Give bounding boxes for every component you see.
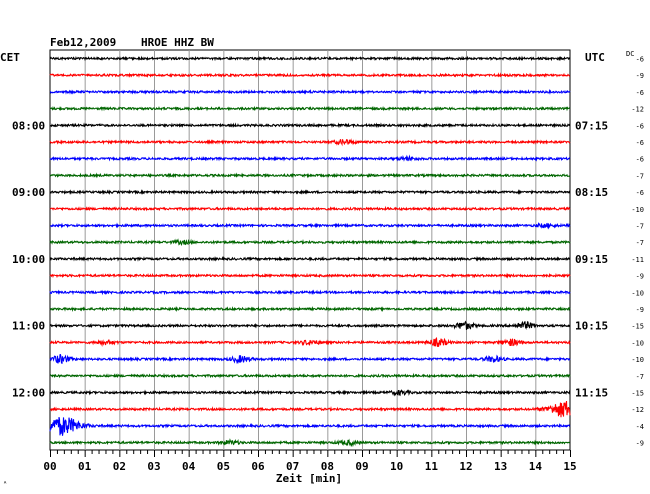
dc-offset-label: -6 <box>636 189 644 197</box>
x-tick-label: 03 <box>147 460 160 473</box>
dc-offset-label: -7 <box>636 172 644 180</box>
right-timezone-label: UTC <box>585 51 605 64</box>
dc-offset-label: -12 <box>631 106 644 114</box>
seismic-trace-2 <box>49 88 571 95</box>
dc-offset-label: -10 <box>631 206 644 214</box>
utc-hour-label: 10:15 <box>575 320 608 333</box>
x-axis-label: Zeit [min] <box>276 472 342 485</box>
seismic-trace-3 <box>49 105 571 112</box>
x-tick-label: 10 <box>390 460 403 473</box>
chart-station: HROE HHZ BW <box>141 36 214 49</box>
seismic-traces <box>49 55 571 448</box>
dc-offset-label: -6 <box>636 56 644 64</box>
dc-offset-label: -10 <box>631 289 644 297</box>
dc-offset-label: -10 <box>631 356 644 364</box>
dc-offset-label: -7 <box>636 373 644 381</box>
x-tick-label: 06 <box>251 460 265 473</box>
seismic-trace-19 <box>49 372 571 379</box>
seismic-trace-7 <box>49 172 571 179</box>
chart-date: Feb12,2009 <box>50 36 116 49</box>
dc-offset-label: -11 <box>631 256 644 264</box>
chart-frame <box>49 49 571 451</box>
seismic-trace-22 <box>49 416 571 436</box>
dc-offset-label: -10 <box>631 339 644 347</box>
utc-hour-labels: 07:15 08:15 09:15 10:15 11:15 <box>575 119 608 399</box>
cet-hour-label: 09:00 <box>12 186 45 199</box>
x-tick-label: 04 <box>182 460 196 473</box>
x-tick-label: 08 <box>321 460 334 473</box>
utc-hour-label: 08:15 <box>575 186 608 199</box>
seismic-trace-11 <box>49 238 571 246</box>
x-axis: 00 01 02 03 04 05 06 07 08 09 10 11 12 13 14 15 <box>43 450 577 473</box>
dc-header-label: DC <box>626 50 634 58</box>
x-tick-label: 13 <box>494 460 507 473</box>
cet-hour-label: 08:00 <box>12 119 45 132</box>
x-tick-label: 15 <box>563 460 576 473</box>
x-tick-label: 00 <box>43 460 56 473</box>
dc-offset-label: -7 <box>636 239 644 247</box>
dc-offset-label: -15 <box>631 323 644 331</box>
cet-hour-label: 12:00 <box>12 387 45 400</box>
seismic-trace-8 <box>49 189 571 196</box>
dc-offset-label: -6 <box>636 122 644 130</box>
x-tick-label: 07 <box>286 460 299 473</box>
x-tick-label: 01 <box>78 460 92 473</box>
dc-offset-label: -9 <box>636 72 644 80</box>
dc-offset-label: -4 <box>636 423 644 431</box>
dc-offset-label: -9 <box>636 273 644 281</box>
cet-hour-label: 11:00 <box>12 320 45 333</box>
dc-offset-label: -6 <box>636 156 644 164</box>
chart-grid <box>49 49 571 451</box>
dc-offset-label: -9 <box>636 306 644 314</box>
seismic-trace-23 <box>49 438 571 448</box>
dc-offset-labels: -6 -9 -6 -12 -6 -6 -6 -7 -6 -10 -7 -7 -11 -9 -10 -9 -15 -… <box>631 56 644 448</box>
seismic-trace-9 <box>49 205 571 212</box>
dc-offset-label: -6 <box>636 89 644 97</box>
seismic-trace-17 <box>49 336 571 347</box>
seismic-trace-21 <box>49 400 571 418</box>
left-timezone-label: CET <box>0 51 20 64</box>
x-tick-label: 09 <box>355 460 368 473</box>
seismic-trace-16 <box>49 320 571 330</box>
dc-offset-label: -9 <box>636 440 644 448</box>
x-tick-label: 12 <box>459 460 472 473</box>
seismic-trace-1 <box>49 72 571 79</box>
dc-offset-label: -6 <box>636 139 644 147</box>
seismic-trace-0 <box>49 55 571 62</box>
x-tick-label: 02 <box>113 460 126 473</box>
corner-mark: ᴬ <box>3 479 7 488</box>
seismic-trace-12 <box>49 255 571 262</box>
seismic-trace-13 <box>49 272 571 279</box>
dc-offset-label: -7 <box>636 223 644 231</box>
x-tick-label: 05 <box>217 460 230 473</box>
cet-hour-label: 10:00 <box>12 253 45 266</box>
x-tick-label: 11 <box>425 460 439 473</box>
cet-hour-labels: 08:00 09:00 10:00 11:00 12:00 <box>12 119 45 399</box>
seismic-trace-4 <box>49 122 571 129</box>
seismic-trace-20 <box>49 389 571 397</box>
utc-hour-label: 11:15 <box>575 387 608 400</box>
seismic-trace-5 <box>49 138 571 147</box>
seismic-trace-6 <box>49 154 571 162</box>
utc-hour-label: 07:15 <box>575 119 608 132</box>
x-tick-label: 14 <box>529 460 543 473</box>
dc-offset-label: -15 <box>631 390 644 398</box>
utc-hour-label: 09:15 <box>575 253 608 266</box>
seismic-trace-14 <box>49 289 571 296</box>
seismic-trace-10 <box>50 222 571 230</box>
seismic-trace-18 <box>49 354 571 365</box>
dc-offset-label: -12 <box>631 406 644 414</box>
seismic-trace-15 <box>49 305 571 313</box>
